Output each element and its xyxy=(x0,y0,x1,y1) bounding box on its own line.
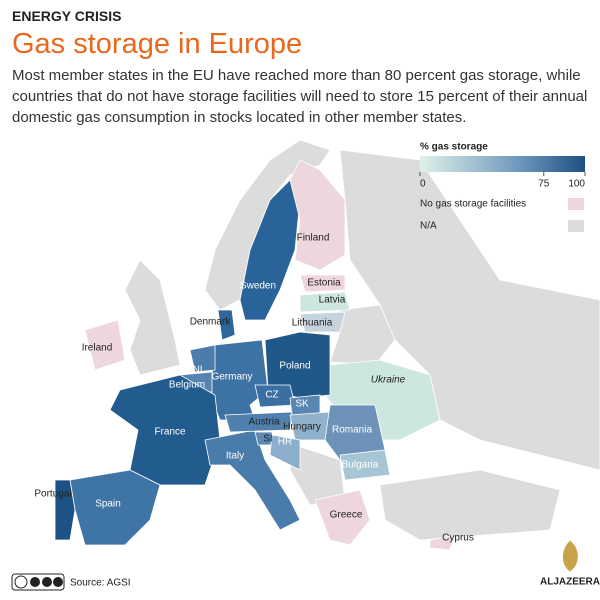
country-label: Romania xyxy=(332,425,372,436)
license-icon xyxy=(30,577,40,587)
license-icon xyxy=(53,577,63,587)
country-label: CZ xyxy=(265,390,278,401)
legend-swatch xyxy=(568,220,584,232)
country-label: Cyprus xyxy=(442,533,474,544)
kicker: ENERGY CRISIS xyxy=(12,8,122,24)
country-label: SI xyxy=(263,434,272,445)
country-labels: Finland Estonia Latvia Sweden Lithuania … xyxy=(34,233,473,544)
legend-gradient xyxy=(420,156,585,172)
country-label: Ireland xyxy=(82,343,113,354)
logo-mark xyxy=(562,539,579,573)
country-label: Germany xyxy=(211,372,252,383)
country-label: Belgium xyxy=(169,380,205,391)
legend: % gas storage No gas storage facilities … xyxy=(419,142,586,232)
country-label: Estonia xyxy=(307,278,341,289)
title: Gas storage in Europe xyxy=(12,28,303,60)
country-label: France xyxy=(154,427,186,438)
country-label: Latvia xyxy=(319,295,346,306)
legend-swatch xyxy=(568,198,584,210)
country-label: Sweden xyxy=(240,281,276,292)
country-label: HR xyxy=(278,437,292,448)
subtitle: Most member states in the EU have reache… xyxy=(12,67,588,126)
country-label: Ukraine xyxy=(371,375,406,386)
footer: Source: AGSI ALJAZEERA xyxy=(11,539,600,591)
header: ENERGY CRISIS Gas storage in Europe Most… xyxy=(12,8,592,128)
logo: ALJAZEERA xyxy=(540,577,600,588)
country-label: Austria xyxy=(248,417,280,428)
country-label: Spain xyxy=(95,499,121,510)
legend-tick-label: 75 xyxy=(538,179,550,190)
license-icon xyxy=(42,577,52,587)
country-label: Bulgaria xyxy=(342,460,379,471)
country-label: Hungary xyxy=(283,422,321,433)
country-label: Italy xyxy=(226,451,244,462)
source: Source: AGSI xyxy=(70,578,131,589)
countries xyxy=(54,139,600,551)
legend-tick-label: 100 xyxy=(568,179,585,190)
country-label: NL xyxy=(193,365,206,376)
country-label: Lithuania xyxy=(292,318,333,329)
country-label: SK xyxy=(295,399,309,410)
legend-tick-label: 0 xyxy=(420,179,426,190)
legend-title: % gas storage xyxy=(420,142,488,153)
country-label: Finland xyxy=(297,233,330,244)
country-label: Poland xyxy=(279,361,310,372)
country-label: Portugal xyxy=(34,489,71,500)
country-label: Greece xyxy=(330,510,363,521)
legend-item: N/A xyxy=(420,221,437,232)
country-label: Denmark xyxy=(190,317,232,328)
license-icon xyxy=(14,575,28,589)
legend-item: No gas storage facilities xyxy=(420,199,526,210)
